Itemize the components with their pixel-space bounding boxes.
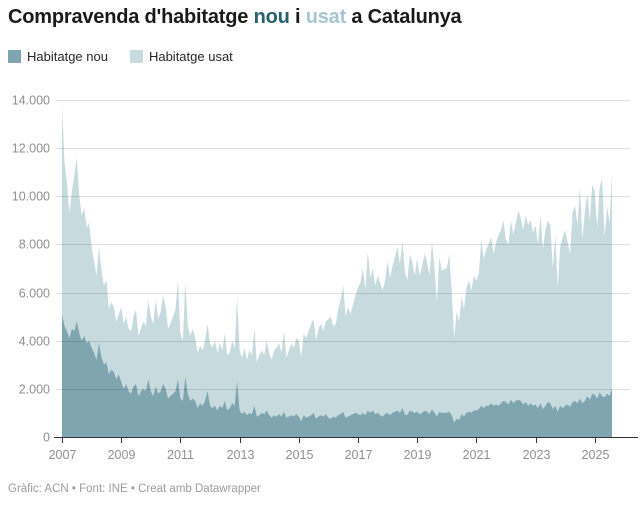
- legend-swatch-usat: [129, 50, 143, 63]
- title-highlight-nou: nou: [253, 6, 290, 28]
- x-tick-label: 2023: [523, 448, 551, 462]
- x-tick-label: 2015: [286, 448, 314, 462]
- y-tick-label: 14.000: [12, 94, 50, 108]
- legend-label-nou: Habitatge nou: [27, 49, 108, 64]
- x-tick-label: 2009: [108, 448, 136, 462]
- chart-legend: Habitatge nou Habitatge usat: [8, 49, 233, 64]
- y-tick-label: 0: [43, 431, 50, 445]
- title-text-3: a Catalunya: [346, 6, 462, 28]
- title-highlight-usat: usat: [305, 6, 347, 28]
- x-tick-label: 2017: [345, 448, 373, 462]
- area-usat: [62, 104, 612, 438]
- y-tick-label: 2.000: [19, 383, 50, 397]
- legend-item-usat: Habitatge usat: [129, 49, 233, 64]
- title-text-1: Compravenda d'habitatge: [8, 6, 254, 28]
- legend-swatch-nou: [8, 50, 21, 63]
- x-tick-label: 2013: [227, 448, 255, 462]
- y-tick-label: 6.000: [19, 287, 50, 301]
- x-tick-label: 2019: [404, 448, 432, 462]
- legend-label-usat: Habitatge usat: [148, 49, 233, 64]
- title-text-2: i: [289, 6, 306, 28]
- y-tick-label: 12.000: [12, 142, 50, 156]
- y-tick-label: 8.000: [19, 238, 50, 252]
- x-tick-label: 2011: [167, 448, 194, 462]
- y-tick-label: 4.000: [19, 335, 50, 349]
- legend-item-nou: Habitatge nou: [8, 49, 108, 64]
- chart-footer: Gràfic: ACN • Font: INE • Creat amb Data…: [8, 483, 261, 495]
- x-tick-label: 2025: [582, 448, 610, 462]
- x-tick-label: 2007: [49, 448, 77, 462]
- x-tick-label: 2021: [463, 448, 491, 462]
- chart-title: Compravenda d'habitatge nou i usat a Cat…: [8, 6, 462, 29]
- y-tick-label: 10.000: [12, 190, 50, 204]
- area-nou: [62, 314, 612, 437]
